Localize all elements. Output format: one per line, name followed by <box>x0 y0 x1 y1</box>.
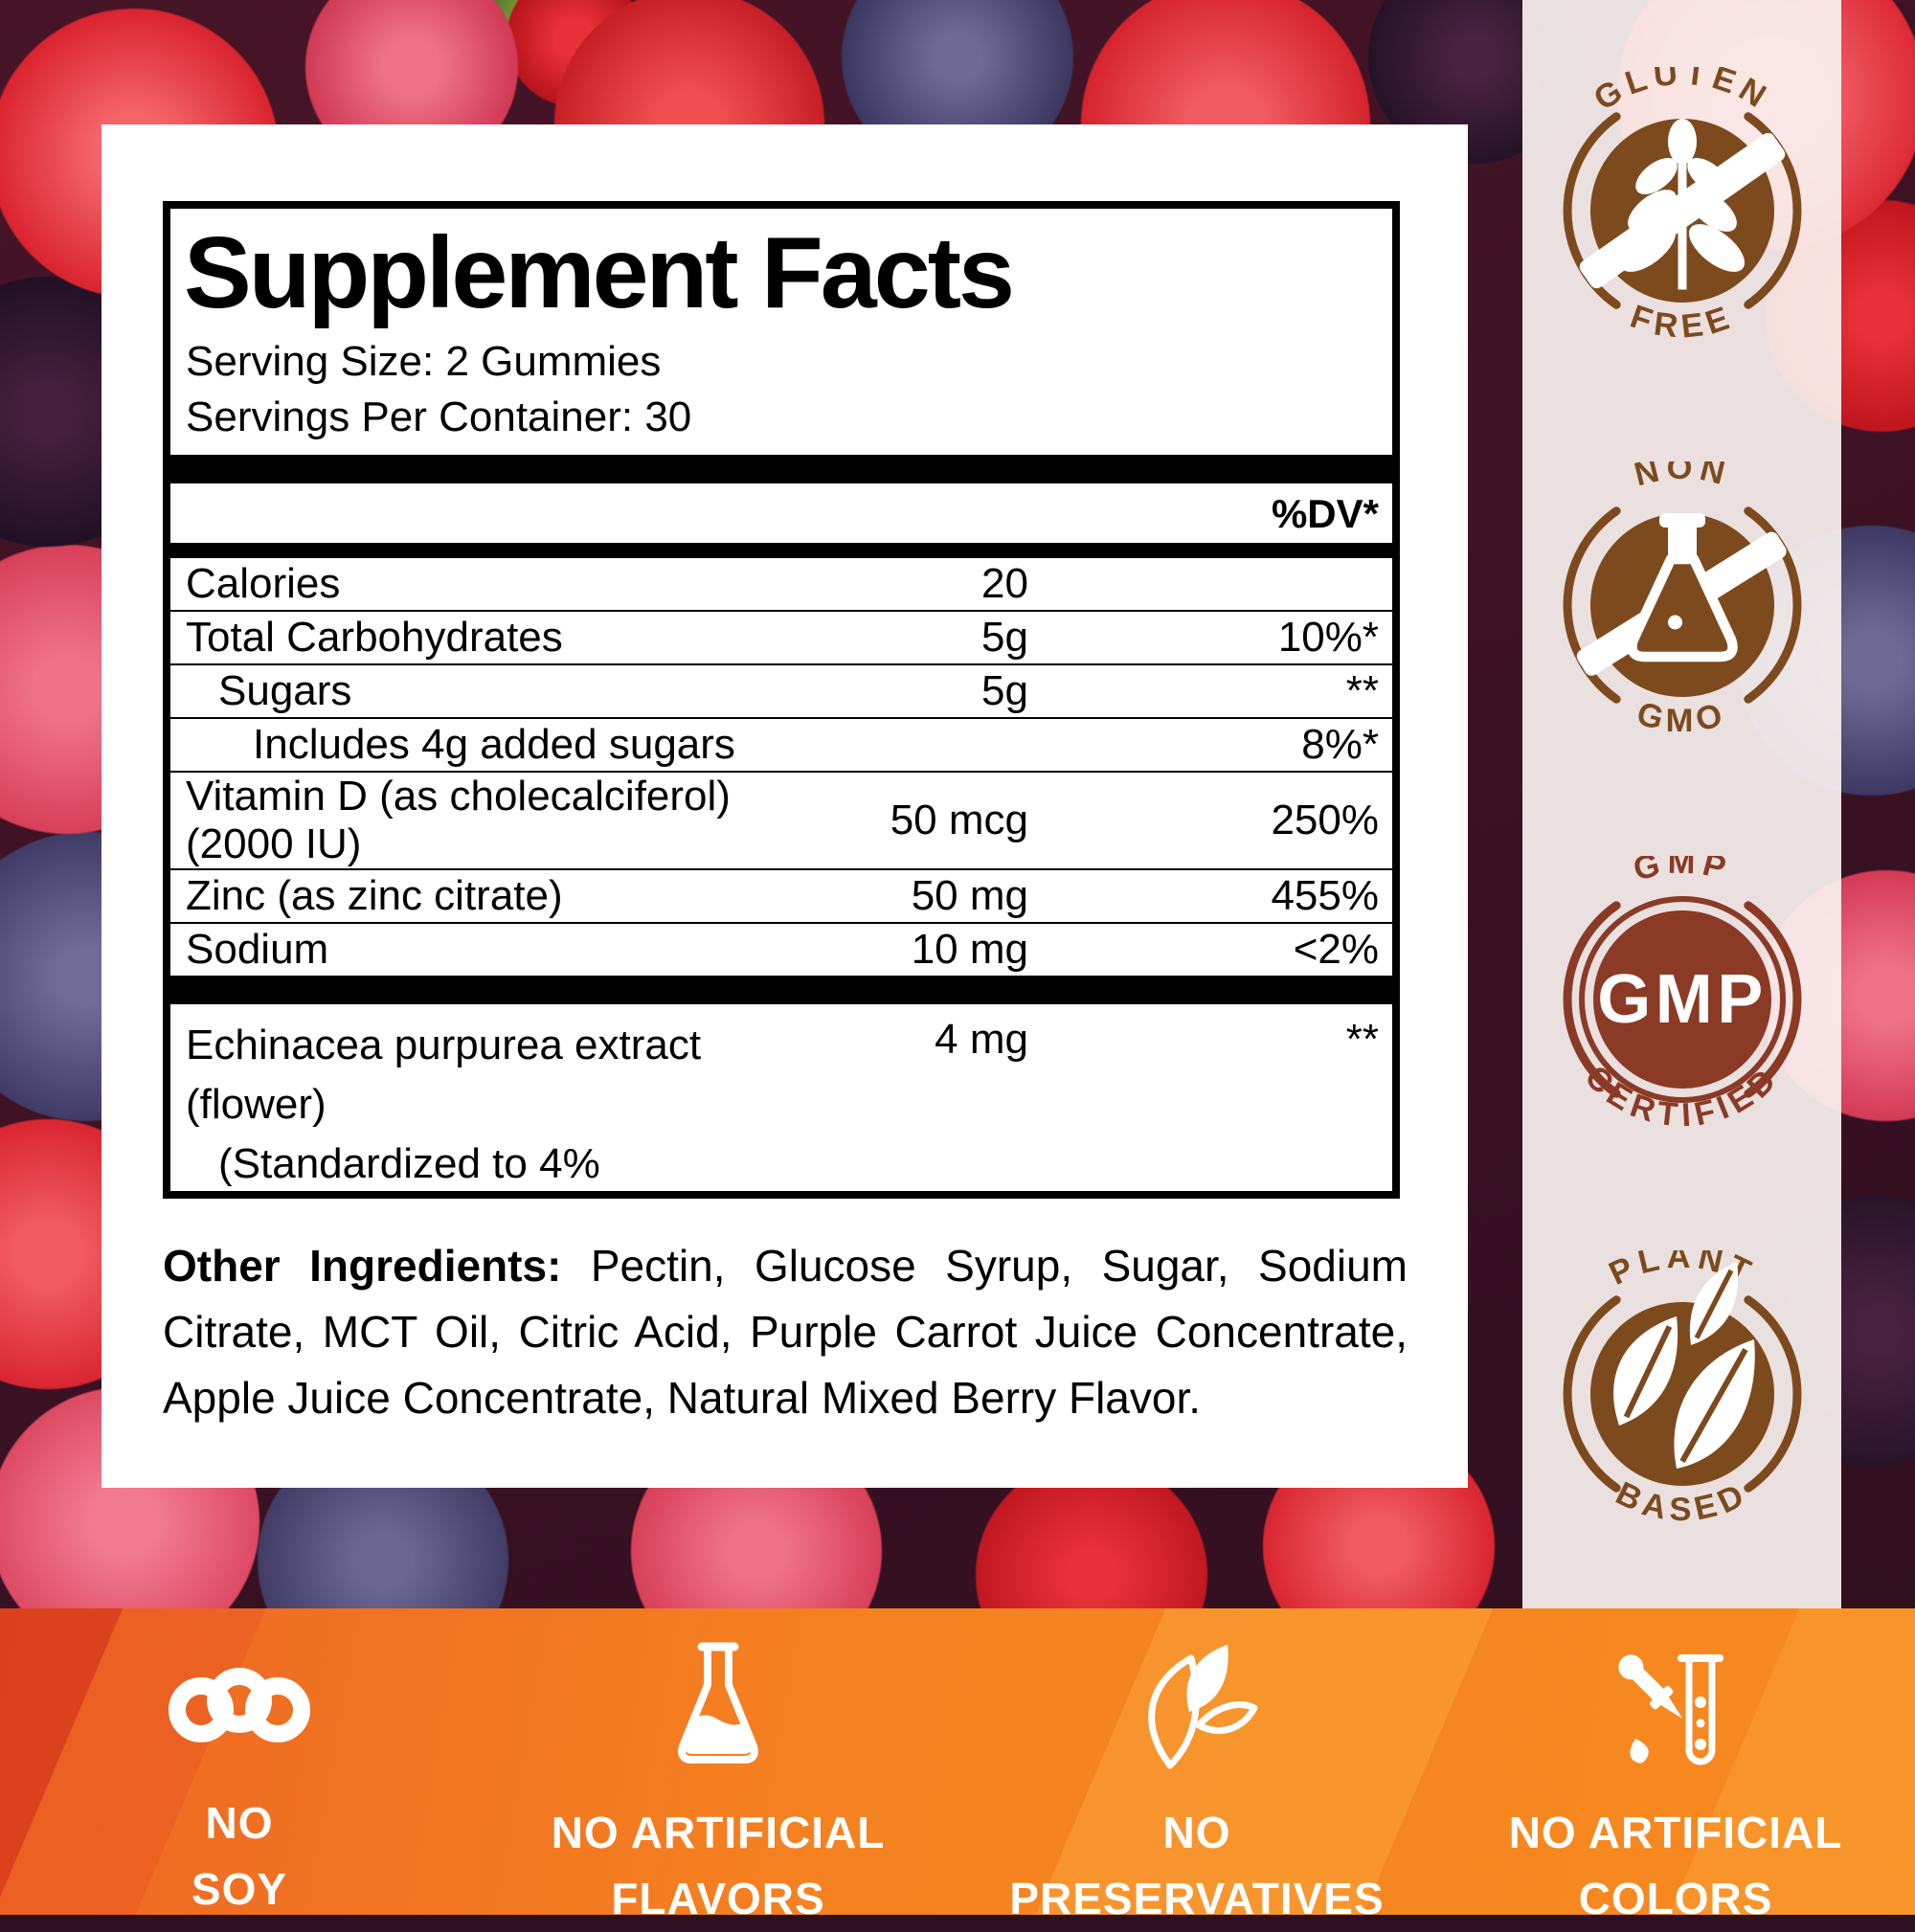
certification-badge-strip: GLUTEN FREE <box>1522 0 1841 1608</box>
plant-leaves-icon <box>1612 1262 1755 1469</box>
nutrient-dv: 10%* <box>1277 614 1379 662</box>
nutrient-name: Total Carbohydrates <box>186 614 563 662</box>
nutrient-amount: 5g <box>981 614 1028 662</box>
claim-line1: NO ARTIFICIAL <box>1508 1808 1843 1857</box>
nutrient-amount: 10 mg <box>911 926 1028 974</box>
badge-top-text: GLUTEN <box>1588 67 1770 118</box>
soy-pod-icon <box>158 1633 321 1777</box>
plant-based-badge: PLANT BASED <box>1539 1250 1826 1538</box>
other-ingredients-label: Other Ingredients: <box>163 1241 562 1291</box>
table-row-sugars: Sugars 5g ** <box>170 665 1392 720</box>
wheat-icon <box>1579 119 1785 290</box>
supplement-facts-panel: Supplement Facts Serving Size: 2 Gummies… <box>101 124 1468 1488</box>
badge-bottom-text: GMO <box>1633 695 1725 739</box>
svg-text:GLUTEN: GLUTEN <box>1588 67 1776 118</box>
nutrient-dv: <2% <box>1293 926 1379 974</box>
extract-standardization: (Standardized to 4% Polyphenols) <box>218 1139 600 1187</box>
claim-label: NO ARTIFICIAL COLORS <box>1509 1800 1843 1932</box>
nutrient-name: Vitamin D (as cholecalciferol) (2000 IU) <box>186 773 731 868</box>
claim-no-artificial-flavors: NO ARTIFICIAL FLAVORS <box>479 1608 958 1923</box>
separator-bar <box>170 976 1392 1005</box>
serving-size: Serving Size: 2 Gummies <box>186 338 662 386</box>
badge-top-text: NON <box>1631 461 1728 493</box>
claim-no-preservatives: NO PRESERVATIVES <box>958 1608 1436 1923</box>
flask-icon <box>646 1633 790 1786</box>
nutrient-dv: ** <box>1345 1016 1379 1064</box>
separator-bar <box>170 455 1392 484</box>
claim-label: NO PRESERVATIVES <box>1009 1800 1384 1932</box>
claim-no-artificial-colors: NO ARTIFICIAL COLORS <box>1436 1608 1915 1923</box>
supplement-facts-box: Supplement Facts Serving Size: 2 Gummies… <box>163 201 1400 1199</box>
claim-line2: FLAVORS <box>611 1874 825 1923</box>
claim-no-soy: NO SOY <box>0 1608 479 1915</box>
svg-text:GMP: GMP <box>1630 856 1735 888</box>
claim-line2: COLORS <box>1578 1874 1773 1923</box>
nutrient-name: Zinc (as zinc citrate) <box>186 872 563 920</box>
svg-text:NON: NON <box>1631 461 1734 493</box>
bottom-claims-band: NO SOY NO ARTIFICIAL FLAVORS NO PR <box>0 1608 1915 1923</box>
leaf-drop-icon <box>1120 1633 1273 1786</box>
gmp-center-text: GMP <box>1597 961 1768 1038</box>
nutrient-amount: 5g <box>981 667 1028 715</box>
nutrient-amount: 4 mg <box>935 1016 1028 1064</box>
claim-label: NO SOY <box>192 1790 287 1922</box>
nutrient-amount: 20 <box>981 560 1028 608</box>
nutrient-dv: ** <box>1345 667 1379 715</box>
nutrient-dv: 250% <box>1271 797 1379 844</box>
other-ingredients-text: Pectin, Glucose Syrup, Sugar, Sodium Cit… <box>163 1241 1408 1423</box>
claim-line2: PRESERVATIVES <box>1009 1874 1385 1923</box>
nutrient-name: Sodium <box>186 926 329 974</box>
badge-top-text: GMP <box>1630 856 1729 888</box>
nutrient-name: Calories <box>186 560 341 608</box>
dropper-test-tube-icon <box>1599 1633 1752 1786</box>
extract-name: Echinacea purpurea extract (flower) <box>186 1022 702 1128</box>
supplement-facts-title: Supplement Facts <box>184 216 1015 329</box>
nutrient-amount: 50 mcg <box>890 797 1028 844</box>
claim-line1: NO <box>205 1798 274 1848</box>
servings-per-container: Servings Per Container: 30 <box>186 393 692 440</box>
claim-line1: NO <box>1162 1808 1231 1857</box>
claim-label: NO ARTIFICIAL FLAVORS <box>552 1800 886 1932</box>
table-row-zinc: Zinc (as zinc citrate) 50 mg 455% <box>170 870 1392 925</box>
gmp-certified-badge: GMP CERTIFIED GMP <box>1539 856 1826 1143</box>
separator-bar <box>170 543 1392 559</box>
gluten-free-badge: GLUTEN FREE <box>1539 67 1826 354</box>
table-row-added-sugars: Includes 4g added sugars 8%* <box>170 719 1392 774</box>
badge-bottom-text: FREE <box>1625 299 1732 346</box>
nutrient-name: Includes 4g added sugars <box>253 721 735 769</box>
flask-crossed-icon: NON GMO <box>1563 461 1801 739</box>
gmp-seal-icon: GMP CERTIFIED GMP <box>1563 856 1801 1134</box>
no-gmo-flask-icon <box>1576 513 1787 676</box>
table-row-sodium: Sodium 10 mg <2% <box>170 924 1392 976</box>
svg-text:FREE: FREE <box>1625 299 1738 346</box>
nutrient-dv: 8%* <box>1301 721 1379 769</box>
other-ingredients: Other Ingredients: Pectin, Glucose Syrup… <box>163 1233 1408 1431</box>
nutrient-dv: 455% <box>1271 872 1379 920</box>
table-row-echinacea: Echinacea purpurea extract (flower) (Stan… <box>170 1004 1392 1191</box>
leaves-icon: PLANT BASED <box>1563 1250 1801 1528</box>
nutrient-amount: 50 mg <box>911 872 1028 920</box>
table-row-calories: Calories 20 <box>170 558 1392 613</box>
non-gmo-badge: NON GMO <box>1539 461 1826 749</box>
claim-line1: NO ARTIFICIAL <box>551 1808 886 1857</box>
table-row-vitamin-d: Vitamin D (as cholecalciferol) (2000 IU)… <box>170 773 1392 871</box>
nutrient-name: Sugars <box>218 667 352 715</box>
table-row-total-carbohydrates: Total Carbohydrates 5g 10%* <box>170 612 1392 666</box>
wheat-crossed-icon: GLUTEN FREE <box>1563 67 1801 346</box>
nutrient-name: Echinacea purpurea extract (flower) (Stan… <box>170 1016 837 1191</box>
claim-line2: SOY <box>191 1864 288 1914</box>
daily-value-header: %DV* <box>1271 491 1379 537</box>
svg-text:GMO: GMO <box>1633 695 1731 739</box>
